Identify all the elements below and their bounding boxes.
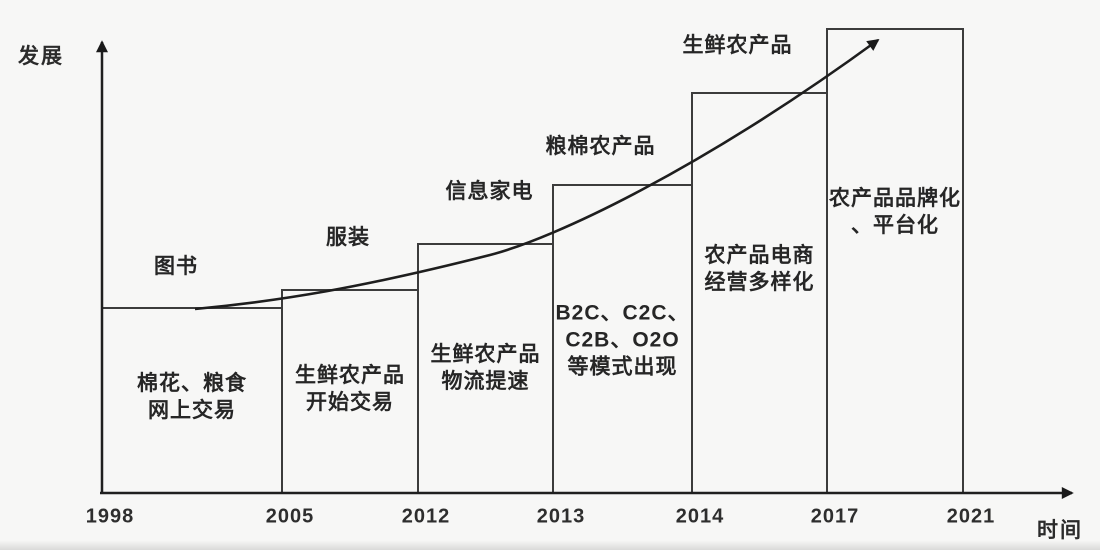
bar-note-line: 经营多样化 bbox=[704, 271, 815, 294]
y-axis-label: 发展 bbox=[18, 45, 64, 68]
bar-category-label: 生鲜农产品 bbox=[682, 34, 793, 57]
x-tick-label: 2005 bbox=[265, 505, 315, 528]
bar-category-label: 粮棉农产品 bbox=[545, 135, 656, 158]
bar-note: 农产品品牌化 、平台化 bbox=[829, 185, 961, 239]
bar-category-label: 服装 bbox=[326, 226, 370, 249]
bar-note-line: 农产品品牌化 bbox=[829, 187, 961, 210]
bar-note-line: 生鲜农产品 bbox=[295, 364, 405, 387]
x-tick-label: 1998 bbox=[85, 505, 135, 528]
bar-note: B2C、C2C、 C2B、O2O 等模式出现 bbox=[555, 300, 689, 381]
bar-note-line: 生鲜农产品 bbox=[430, 343, 541, 366]
growth-curve-arrow bbox=[194, 38, 880, 311]
x-tick-label: 2012 bbox=[401, 505, 451, 528]
x-tick-label: 2013 bbox=[536, 505, 586, 528]
x-tick-label: 2017 bbox=[810, 505, 860, 528]
x-tick-label: 2014 bbox=[675, 505, 725, 528]
bar-note-line: 网上交易 bbox=[148, 399, 236, 422]
bar-2017-2021 bbox=[826, 28, 964, 494]
bar-note-line: 棉花、粮食 bbox=[137, 372, 247, 395]
bar-note-line: 、平台化 bbox=[851, 214, 939, 237]
bar-note: 棉花、粮食 网上交易 bbox=[137, 370, 247, 424]
bar-category-label: 图书 bbox=[154, 255, 198, 278]
bar-note: 农产品电商经营多样化 bbox=[705, 242, 815, 296]
x-axis-label: 时间 bbox=[1037, 519, 1083, 542]
bar-category-label: 信息家电 bbox=[445, 180, 534, 203]
bar-note-line: C2B、O2O bbox=[565, 328, 680, 352]
bar-note-line: 物流提速 bbox=[441, 370, 530, 393]
bar-note-line: 开始交易 bbox=[306, 391, 394, 414]
bar-note: 生鲜农产品 物流提速 bbox=[431, 341, 541, 395]
bar-note-line: 农产品电商 bbox=[704, 244, 815, 267]
bar-note-line: 等模式出现 bbox=[567, 355, 678, 379]
bar-note-line: B2C、C2C、 bbox=[555, 301, 690, 325]
x-tick-label: 2021 bbox=[946, 505, 996, 528]
bar-note: 生鲜农产品 开始交易 bbox=[295, 362, 405, 416]
